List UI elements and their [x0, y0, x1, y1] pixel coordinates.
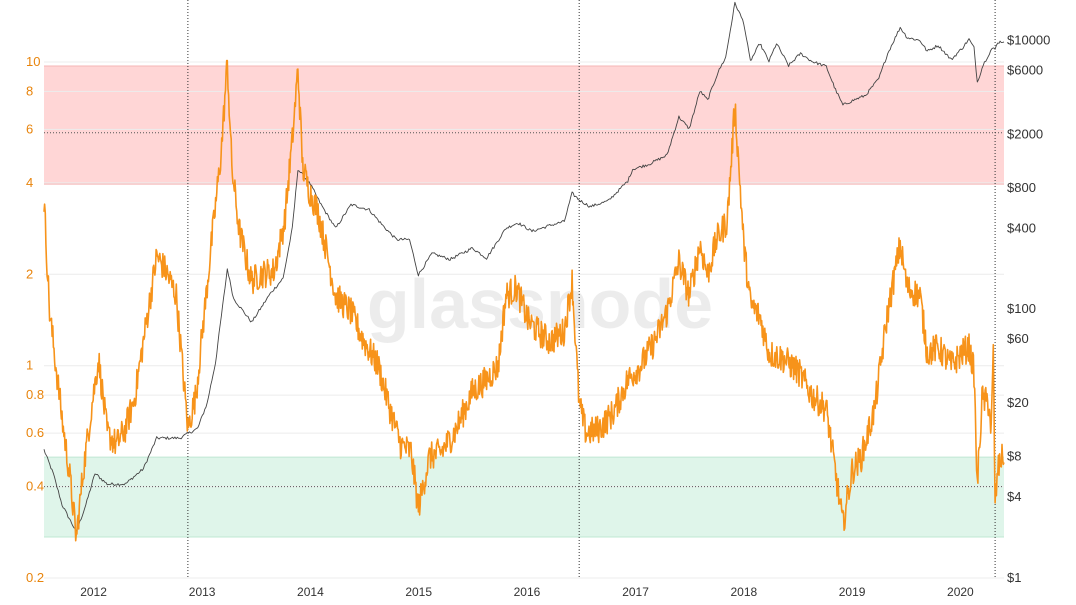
right-tick-label: $4 [1007, 489, 1021, 504]
right-tick-label: $1 [1007, 570, 1021, 585]
left-tick-label: 0.8 [26, 387, 44, 402]
left-tick-label: 4 [26, 175, 33, 190]
x-tick-label: 2014 [297, 585, 324, 599]
x-tick-label: 2016 [514, 585, 541, 599]
left-tick-label: 0.6 [26, 425, 44, 440]
indicator-line [43, 59, 1005, 542]
left-tick-label: 6 [26, 121, 33, 136]
right-tick-label: $2000 [1007, 126, 1043, 141]
right-tick-label: $10000 [1007, 32, 1050, 47]
right-tick-label: $6000 [1007, 62, 1043, 77]
red-band [44, 66, 1004, 185]
watermark: glassnode [367, 265, 713, 343]
x-tick-label: 2015 [405, 585, 432, 599]
left-tick-label: 0.4 [26, 479, 44, 494]
right-tick-label: $400 [1007, 220, 1036, 235]
left-tick-label: 1 [26, 358, 33, 373]
left-tick-label: 0.2 [26, 570, 44, 585]
right-tick-label: $800 [1007, 180, 1036, 195]
right-tick-label: $100 [1007, 301, 1036, 316]
right-tick-label: $60 [1007, 331, 1029, 346]
right-tick-label: $20 [1007, 395, 1029, 410]
x-tick-label: 2020 [947, 585, 974, 599]
x-tick-label: 2017 [622, 585, 649, 599]
left-tick-label: 8 [26, 83, 33, 98]
x-tick-label: 2018 [730, 585, 757, 599]
green-band [44, 457, 1004, 537]
x-tick-label: 2019 [839, 585, 866, 599]
left-tick-label: 10 [26, 54, 40, 69]
x-tick-label: 2013 [189, 585, 216, 599]
left-tick-label: 2 [26, 266, 33, 281]
right-tick-label: $8 [1007, 449, 1021, 464]
price-line [43, 1, 1005, 532]
x-tick-label: 2012 [80, 585, 107, 599]
